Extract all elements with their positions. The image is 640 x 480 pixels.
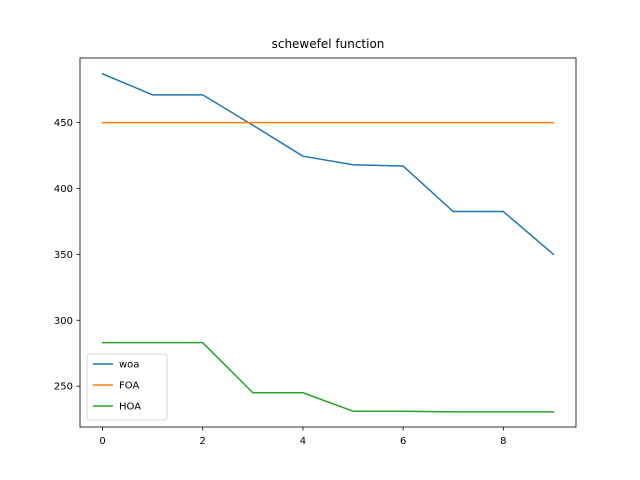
y-tick-label: 400 — [54, 184, 73, 195]
x-tick-label: 0 — [99, 436, 105, 447]
chart-title: schewefel function — [272, 37, 385, 51]
y-axis-ticks: 250 300 350 400 450 — [54, 118, 80, 393]
x-tick-label: 4 — [300, 436, 306, 447]
y-tick-label: 350 — [54, 250, 73, 261]
legend: woa FOA HOA — [86, 353, 168, 421]
x-tick-label: 2 — [200, 436, 206, 447]
x-axis-ticks: 0 2 4 6 8 — [99, 427, 507, 447]
series-line-hoa — [101, 341, 555, 413]
legend-label-hoa: HOA — [119, 402, 141, 413]
x-tick-label: 8 — [500, 436, 506, 447]
y-tick-label: 450 — [54, 118, 73, 129]
y-tick-label: 300 — [54, 316, 73, 327]
series-line-woa — [101, 72, 555, 256]
legend-box — [86, 353, 168, 421]
series-lines — [101, 72, 555, 413]
legend-label-woa: woa — [119, 360, 139, 371]
plot-frame — [79, 57, 577, 428]
legend-label-foa: FOA — [119, 381, 139, 392]
y-tick-label: 250 — [54, 382, 73, 393]
x-tick-label: 6 — [400, 436, 406, 447]
